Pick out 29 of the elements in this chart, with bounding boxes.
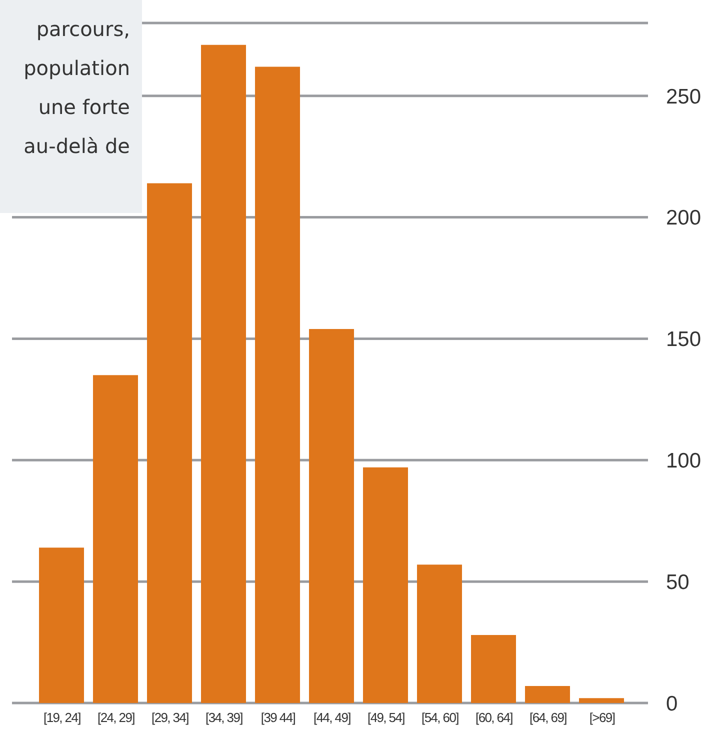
x-tick-label: [24, 29] <box>98 710 135 726</box>
x-tick-label: [39 44] <box>260 710 296 726</box>
x-tick-label: [49, 54] <box>368 710 405 726</box>
y-tick-label: 150 <box>666 328 702 352</box>
bar <box>525 686 570 703</box>
x-tick-label: [>69] <box>589 710 615 726</box>
bar <box>255 66 300 703</box>
x-tick-label: [34, 39] <box>206 710 243 726</box>
x-tick-label: [64, 69] <box>530 710 567 726</box>
y-tick-label: 250 <box>666 85 702 108</box>
text-box: parcours, population une forte au-delà de <box>0 0 142 213</box>
x-tick-label: [29, 34] <box>152 710 189 726</box>
bar <box>579 698 624 703</box>
y-tick-label: 50 <box>666 571 690 594</box>
y-tick-label: 200 <box>666 206 702 230</box>
bar <box>201 44 246 703</box>
y-tick-label: 100 <box>666 450 702 473</box>
bar <box>147 183 192 703</box>
x-tick-label: [54, 60] <box>422 710 459 726</box>
bar <box>363 467 408 703</box>
y-tick-label: 0 <box>666 692 678 716</box>
bar <box>39 548 84 703</box>
bar <box>93 375 138 703</box>
bar <box>471 635 516 703</box>
bar <box>417 564 462 703</box>
bar <box>309 329 354 703</box>
x-tick-label: [44, 49] <box>314 710 351 726</box>
x-tick-label: [60, 64] <box>476 710 513 726</box>
x-tick-label: [19, 24] <box>44 710 81 726</box>
